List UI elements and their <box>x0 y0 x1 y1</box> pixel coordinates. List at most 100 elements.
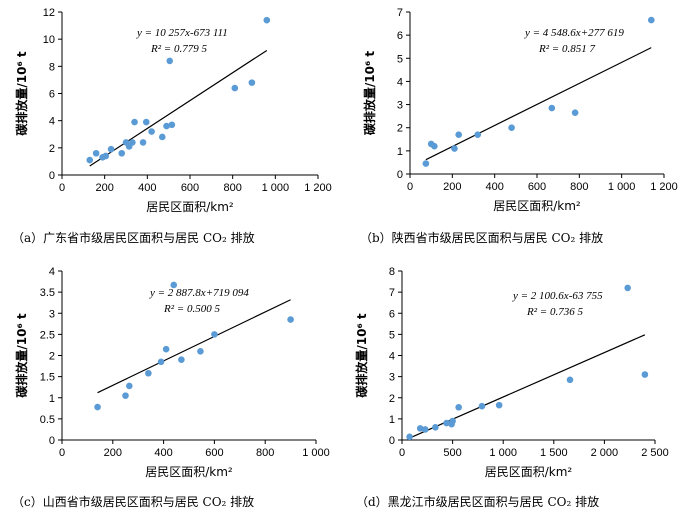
data-point <box>148 128 155 135</box>
x-tick-label: 200 <box>95 182 113 194</box>
data-point <box>508 124 515 132</box>
y-axis-title: 碳排放量/10⁶ t <box>362 51 377 136</box>
data-point <box>131 118 138 126</box>
data-point <box>641 371 649 378</box>
chart-panel-a: 0 200 400 600 800 1 000 1 200 0 2 4 6 8 10 12 居民区面积/km… <box>12 7 332 245</box>
chart-panel-c: 0 200 400 600 800 1 000 0 0.5 1 1.5 2 2.5 3 3.5 4 居民区面积… <box>12 266 330 509</box>
y-tick-label: 4 <box>49 266 55 278</box>
data-point <box>548 104 556 112</box>
x-tick-label: 200 <box>104 447 122 459</box>
x-tick-label: 800 <box>256 447 274 459</box>
x-tick-label: 1 500 <box>540 447 568 459</box>
r-squared-label: R² = 0.736 5 <box>526 306 583 318</box>
data-point <box>94 403 101 411</box>
data-point <box>163 122 170 130</box>
data-point <box>566 376 574 384</box>
y-tick-label: 4 <box>49 116 55 128</box>
panel-caption: （d）黑龙江市级居民区面积与居民 CO₂ 排放 <box>356 494 599 509</box>
data-point <box>139 139 147 146</box>
y-tick-label: 1.5 <box>40 372 55 384</box>
data-point <box>157 358 165 366</box>
data-point <box>211 331 218 338</box>
x-tick-label: 400 <box>485 181 503 193</box>
y-axis-title: 碳排放量/10⁶ t <box>14 51 29 136</box>
x-tick-label: 2 500 <box>641 447 669 459</box>
x-tick-label: 800 <box>570 181 588 193</box>
data-point <box>624 284 631 292</box>
data-point <box>118 149 126 157</box>
x-tick-label: 600 <box>205 447 223 459</box>
x-tick-label: 1 000 <box>608 181 636 193</box>
data-point <box>162 345 170 353</box>
regression-equation: y = 4 548.6x+277 619 <box>524 27 624 39</box>
trend-line <box>425 47 652 161</box>
x-tick-label: 2 000 <box>591 447 619 459</box>
data-point <box>287 316 294 323</box>
y-tick-label: 3 <box>49 308 55 320</box>
data-point <box>422 160 430 167</box>
y-tick-label: 4 <box>389 351 395 363</box>
data-point <box>248 79 256 86</box>
y-axis-title: 碳排放量/10⁶ t <box>14 313 29 398</box>
y-tick-label: 12 <box>43 7 55 19</box>
trend-line <box>89 49 268 167</box>
x-tick-label: 400 <box>138 182 156 194</box>
data-point <box>648 16 655 24</box>
data-point <box>406 433 413 441</box>
panel-caption: （a）广东省市级居民区面积与居民 CO₂ 排放 <box>12 230 255 245</box>
y-tick-label: 2 <box>49 351 55 363</box>
x-axis-title: 居民区面积/km² <box>493 199 581 213</box>
y-tick-label: 5 <box>389 329 395 341</box>
data-point <box>166 57 174 65</box>
data-point <box>431 142 438 150</box>
x-axis-title: 居民区面积/km² <box>485 465 573 479</box>
data-point <box>451 145 458 152</box>
data-point <box>122 392 129 399</box>
data-point <box>92 149 100 157</box>
y-tick-label: 0 <box>397 169 403 181</box>
data-point <box>142 118 150 126</box>
x-tick-label: 0 <box>59 447 65 459</box>
data-point <box>129 139 136 146</box>
data-point <box>432 424 439 431</box>
x-axis-title: 居民区面积/km² <box>145 465 233 479</box>
r-squared-label: R² = 0.500 5 <box>163 303 220 315</box>
data-point <box>474 131 482 138</box>
x-tick-label: 0 <box>407 181 413 193</box>
x-axis-title: 居民区面积/km² <box>146 200 234 214</box>
y-tick-label: 0 <box>49 170 55 182</box>
y-tick-label: 2.5 <box>40 329 55 341</box>
y-tick-label: 0.5 <box>40 414 55 426</box>
data-point <box>263 16 271 24</box>
y-tick-label: 2 <box>397 123 403 135</box>
data-point <box>478 402 486 410</box>
data-point <box>449 417 456 425</box>
r-squared-label: R² = 0.851 7 <box>538 43 595 55</box>
data-point <box>416 425 424 432</box>
y-tick-label: 1 <box>389 414 395 426</box>
y-tick-label: 1 <box>49 393 55 405</box>
r-squared-label: R² = 0.779 5 <box>150 43 207 55</box>
data-point <box>455 131 462 138</box>
x-tick-label: 1 200 <box>650 181 678 193</box>
data-point <box>145 369 152 377</box>
data-point <box>571 109 579 116</box>
data-point <box>231 84 239 92</box>
y-tick-label: 0 <box>49 435 55 447</box>
panel-caption: （c）山西省市级居民区面积与居民 CO₂ 排放 <box>12 494 254 509</box>
x-tick-label: 1 200 <box>304 182 332 194</box>
y-tick-label: 3 <box>397 100 403 112</box>
data-point <box>455 403 462 411</box>
x-tick-label: 600 <box>181 182 199 194</box>
chart-panel-b: 0 200 400 600 800 1 000 1 200 0 1 2 3 4 5 6 7 居民区面积/km²… <box>360 7 678 245</box>
x-tick-label: 1 000 <box>489 447 517 459</box>
x-tick-label: 800 <box>223 182 241 194</box>
y-tick-label: 0 <box>389 435 395 447</box>
y-tick-label: 5 <box>397 53 403 65</box>
x-tick-label: 0 <box>399 447 405 459</box>
y-tick-label: 8 <box>389 266 395 278</box>
y-tick-label: 2 <box>49 143 55 155</box>
panel-caption: （b）陕西省市级居民区面积与居民 CO₂ 排放 <box>360 230 603 245</box>
y-tick-label: 6 <box>49 89 55 101</box>
data-point <box>126 382 133 390</box>
